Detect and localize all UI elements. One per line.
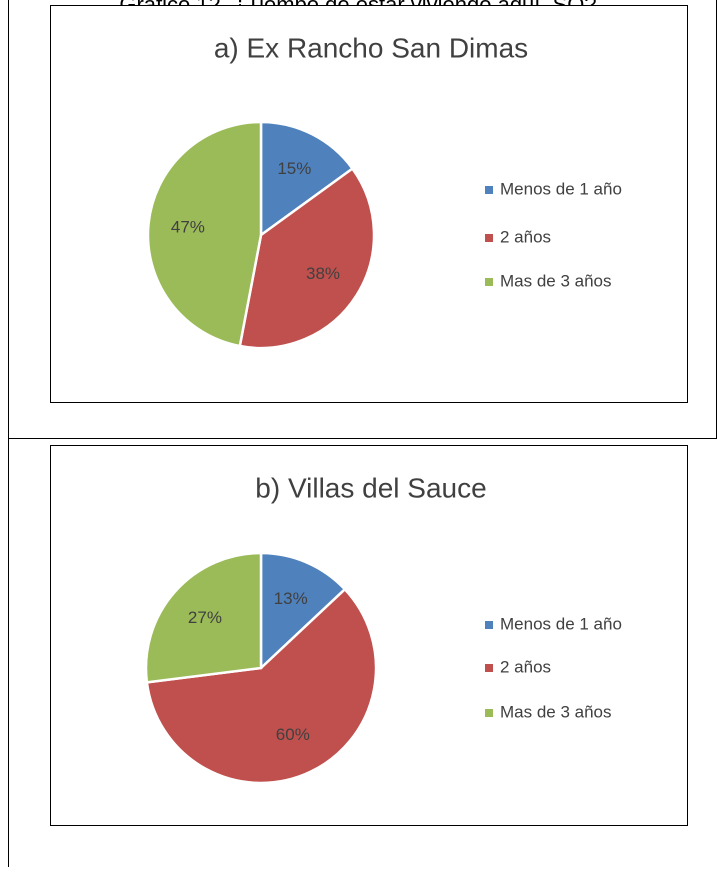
legend-swatch bbox=[485, 664, 493, 672]
chart-title: a) Ex Rancho San Dimas bbox=[214, 32, 528, 63]
chart-title: b) Villas del Sauce bbox=[255, 472, 486, 503]
pie-slice bbox=[146, 120, 263, 348]
legend-swatch bbox=[485, 234, 493, 242]
pie-slice bbox=[259, 551, 347, 671]
legend-swatch bbox=[485, 186, 493, 194]
data-label: 15% bbox=[277, 159, 311, 178]
pie-slice bbox=[259, 120, 355, 238]
legend-label: 2 años bbox=[500, 227, 551, 246]
data-label: 27% bbox=[188, 608, 222, 627]
legend-swatch bbox=[485, 278, 493, 286]
pie-slice bbox=[145, 587, 378, 785]
legend-label: 2 años bbox=[500, 657, 551, 676]
pie-slice bbox=[144, 551, 263, 684]
pie-slice bbox=[238, 166, 376, 350]
data-label: 38% bbox=[306, 264, 340, 283]
legend-swatch bbox=[485, 621, 493, 629]
legend-label: Menos de 1 año bbox=[500, 614, 622, 633]
legend-label: Mas de 3 años bbox=[500, 271, 612, 290]
legend-label: Menos de 1 año bbox=[500, 179, 622, 198]
legend-swatch bbox=[485, 709, 493, 717]
data-label: 13% bbox=[274, 589, 308, 608]
legend-label: Mas de 3 años bbox=[500, 702, 612, 721]
data-label: 60% bbox=[276, 725, 310, 744]
data-label: 47% bbox=[171, 218, 205, 237]
